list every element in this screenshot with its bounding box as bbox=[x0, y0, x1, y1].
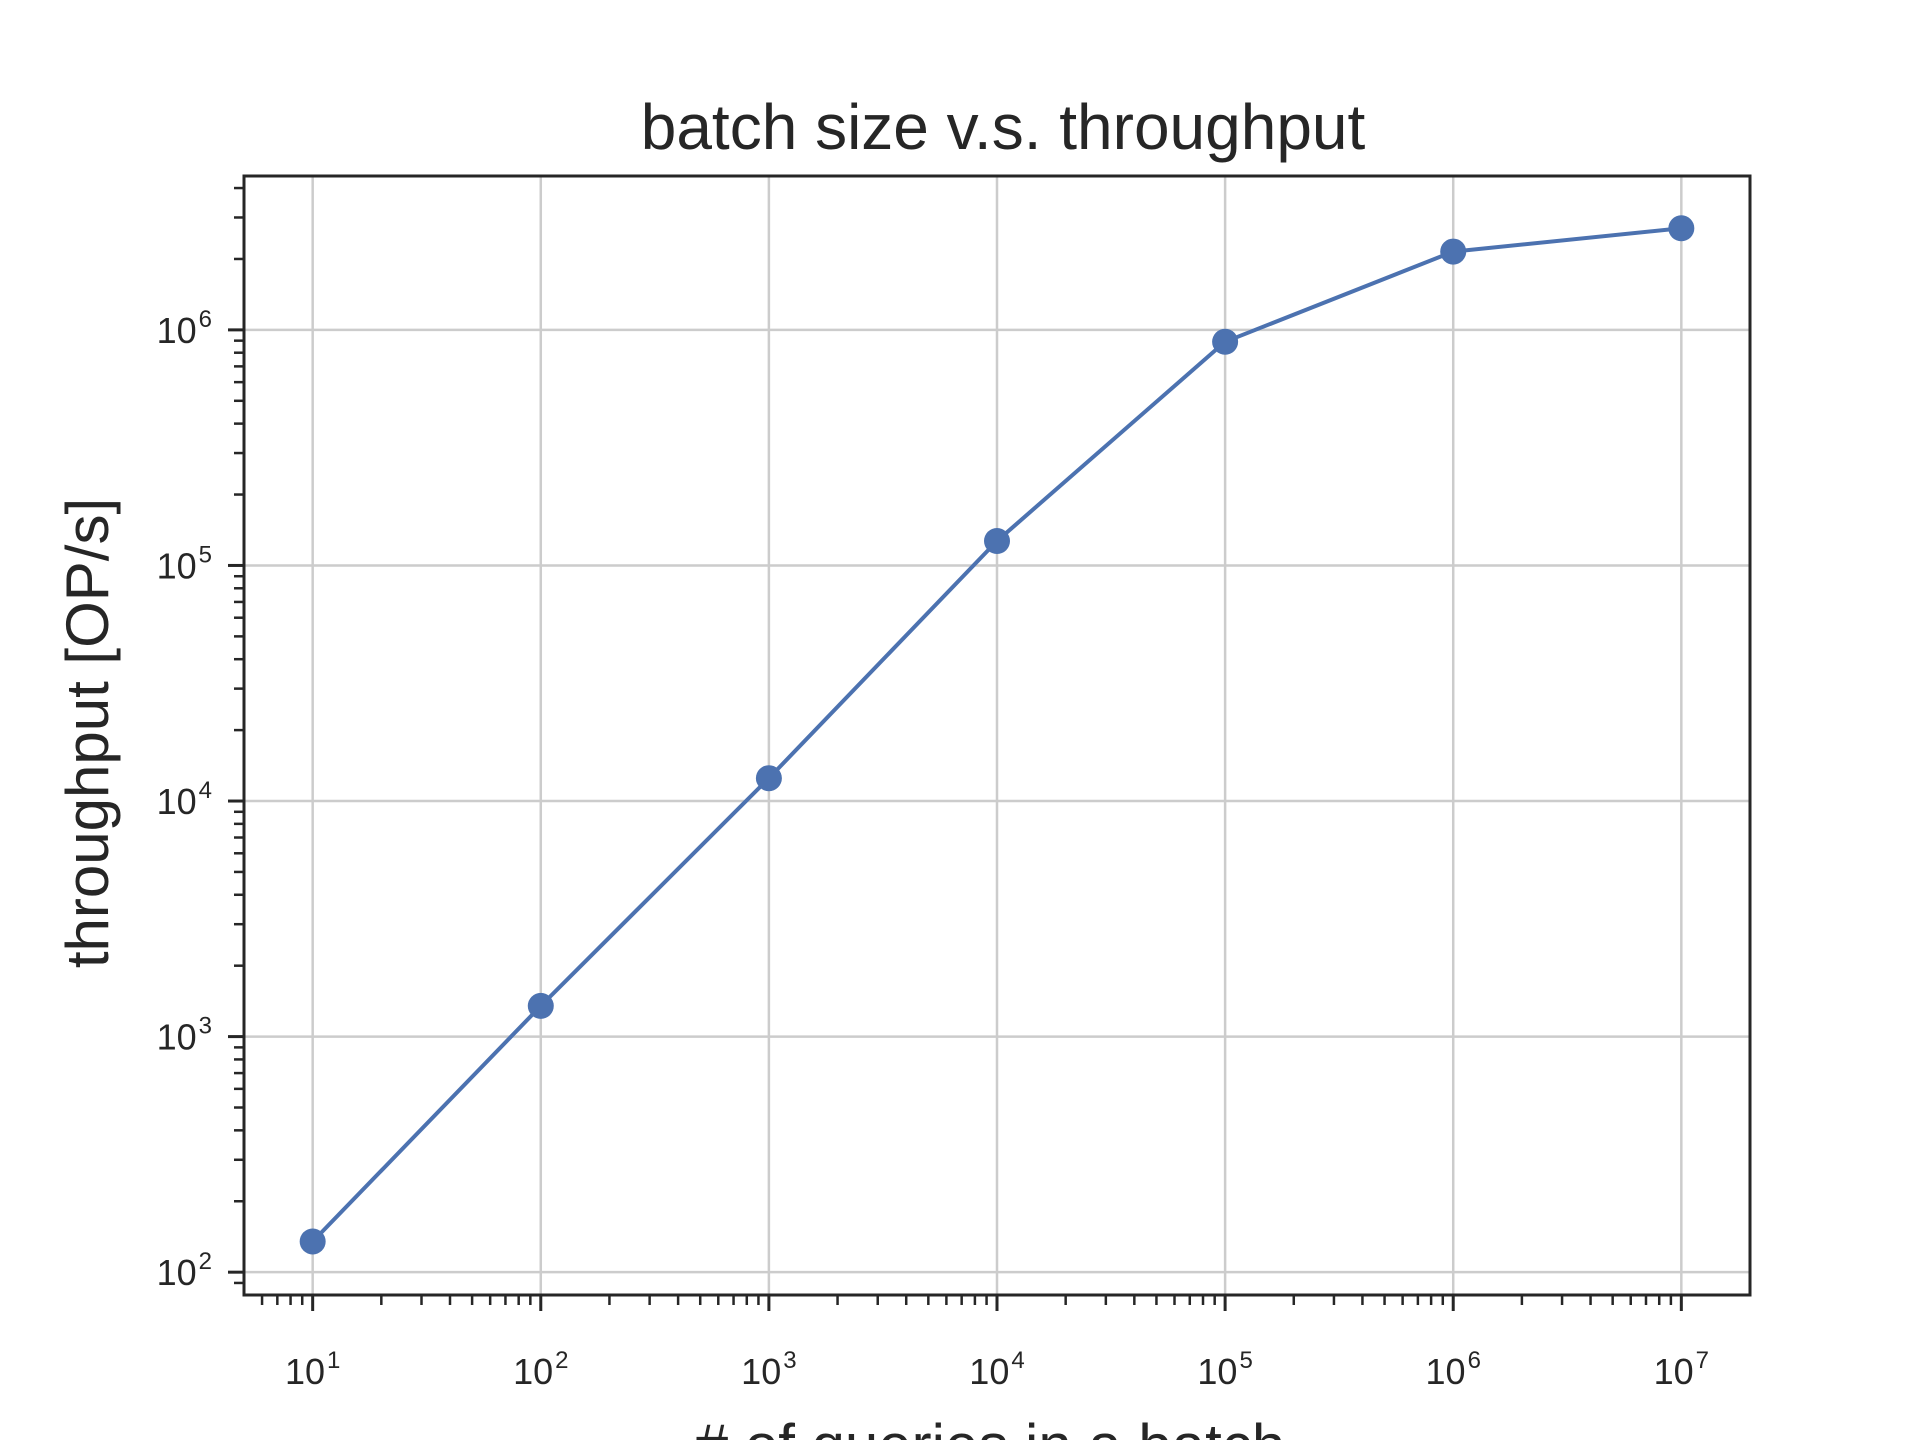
major-ticks bbox=[228, 328, 1683, 1311]
plot-frame bbox=[242, 174, 1752, 1297]
y-tick-base: 10 bbox=[157, 310, 197, 351]
data-point bbox=[299, 1228, 326, 1255]
y-tick-base: 10 bbox=[157, 781, 197, 822]
x-tick-base: 10 bbox=[285, 1351, 325, 1392]
data-point bbox=[1212, 328, 1239, 355]
x-tick-exponent: 2 bbox=[555, 1347, 568, 1374]
x-tick-label: 103 bbox=[741, 1347, 796, 1392]
series-layer bbox=[299, 215, 1695, 1255]
data-point bbox=[527, 992, 554, 1019]
x-tick-label: 102 bbox=[513, 1347, 568, 1392]
x-tick-label: 105 bbox=[1197, 1347, 1252, 1392]
x-tick-base: 10 bbox=[741, 1351, 781, 1392]
y-tick-label: 106 bbox=[157, 306, 212, 351]
x-tick-exponent: 6 bbox=[1468, 1347, 1481, 1374]
x-tick-base: 10 bbox=[513, 1351, 553, 1392]
y-tick-base: 10 bbox=[157, 1017, 197, 1058]
x-axis-label: # of queries in a batch bbox=[695, 1412, 1285, 1440]
x-tick-base: 10 bbox=[1426, 1351, 1466, 1392]
minor-ticks bbox=[234, 186, 1673, 1305]
y-tick-label: 103 bbox=[157, 1013, 212, 1058]
y-tick-exponent: 5 bbox=[199, 541, 212, 568]
x-tick-exponent: 1 bbox=[327, 1347, 340, 1374]
y-axis-label: throughput [OP/s] bbox=[54, 498, 121, 968]
x-tick-labels: 101 102 103 104 105 106 107 bbox=[285, 1347, 1709, 1392]
y-tick-base: 10 bbox=[157, 545, 197, 586]
y-tick-label: 105 bbox=[157, 541, 212, 586]
x-tick-base: 10 bbox=[1654, 1351, 1694, 1392]
y-tick-exponent: 3 bbox=[199, 1013, 212, 1040]
x-tick-exponent: 4 bbox=[1011, 1347, 1024, 1374]
x-tick-label: 107 bbox=[1654, 1347, 1709, 1392]
data-point bbox=[755, 765, 782, 792]
y-tick-label: 104 bbox=[157, 777, 212, 822]
data-point bbox=[1668, 215, 1695, 242]
x-tick-exponent: 3 bbox=[783, 1347, 796, 1374]
x-tick-exponent: 5 bbox=[1239, 1347, 1252, 1374]
x-tick-label: 104 bbox=[969, 1347, 1024, 1392]
y-tick-label: 102 bbox=[157, 1248, 212, 1293]
x-tick-base: 10 bbox=[969, 1351, 1009, 1392]
y-tick-base: 10 bbox=[157, 1252, 197, 1293]
data-point bbox=[1440, 238, 1467, 265]
grid bbox=[244, 176, 1750, 1295]
y-tick-exponent: 6 bbox=[199, 306, 212, 333]
x-tick-label: 106 bbox=[1426, 1347, 1481, 1392]
data-point bbox=[984, 527, 1010, 554]
y-tick-exponent: 2 bbox=[199, 1248, 212, 1275]
chart-title: batch size v.s. throughput bbox=[641, 91, 1366, 163]
x-tick-label: 101 bbox=[285, 1347, 340, 1392]
x-tick-base: 10 bbox=[1197, 1351, 1237, 1392]
x-tick-exponent: 7 bbox=[1696, 1347, 1709, 1374]
y-tick-exponent: 4 bbox=[199, 777, 212, 804]
